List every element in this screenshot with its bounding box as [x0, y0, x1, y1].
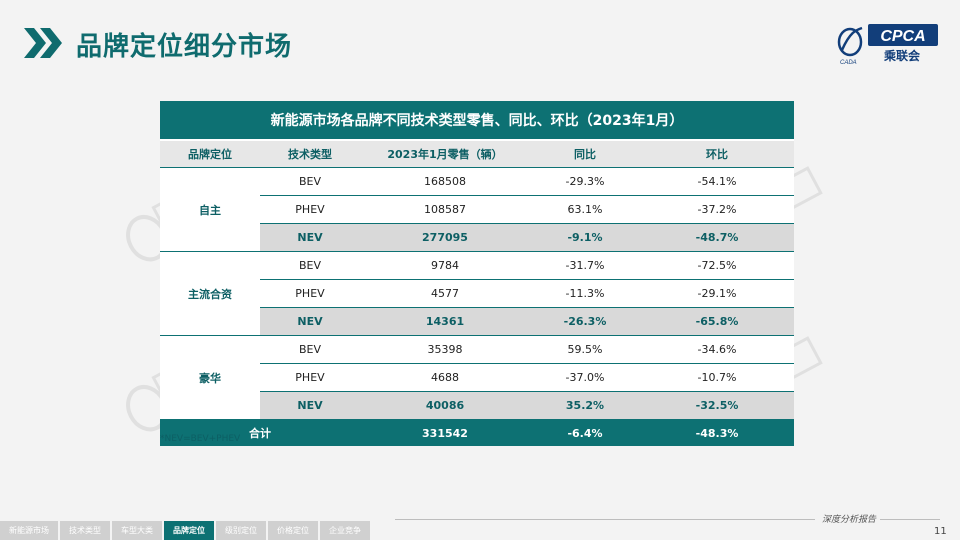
mom-cell: -29.1%: [640, 279, 795, 308]
retail-cell: 14361: [360, 307, 530, 336]
yoy-cell: 59.5%: [530, 335, 640, 364]
nav-tab-new-energy-market[interactable]: 新能源市场: [0, 521, 58, 540]
total-mom: -48.3%: [640, 419, 795, 446]
mom-cell: -32.5%: [640, 391, 795, 420]
logo-subtitle: 乘联会: [884, 49, 921, 63]
total-label: 合计: [160, 419, 360, 446]
yoy-cell: -37.0%: [530, 363, 640, 392]
type-cell: PHEV: [260, 363, 360, 392]
nav-tab-vehicle-category[interactable]: 车型大类: [112, 521, 162, 540]
mom-cell: -10.7%: [640, 363, 795, 392]
retail-cell: 108587: [360, 195, 530, 224]
retail-cell: 4688: [360, 363, 530, 392]
column-header: 2023年1月零售（辆）: [360, 140, 530, 168]
yoy-cell: 63.1%: [530, 195, 640, 224]
mom-cell: -37.2%: [640, 195, 795, 224]
retail-cell: 40086: [360, 391, 530, 420]
type-cell: NEV: [260, 391, 360, 420]
total-yoy: -6.4%: [530, 419, 640, 446]
type-cell: PHEV: [260, 195, 360, 224]
column-header: 环比: [640, 140, 795, 168]
section-nav: 新能源市场 技术类型 车型大类 品牌定位 级别定位 价格定位 企业竞争: [0, 521, 372, 540]
nav-tab-level-positioning[interactable]: 级别定位: [216, 521, 266, 540]
column-header: 技术类型: [260, 140, 360, 168]
retail-cell: 35398: [360, 335, 530, 364]
yoy-cell: -29.3%: [530, 167, 640, 196]
mom-cell: -34.6%: [640, 335, 795, 364]
page-number: 11: [934, 526, 947, 537]
cpca-logo-icon: CPCA CADA: [837, 24, 938, 66]
yoy-cell: -9.1%: [530, 223, 640, 252]
retail-table: 新能源市场各品牌不同技术类型零售、同比、环比（2023年1月） 品牌定位 技术类…: [160, 101, 795, 446]
table-row: 主流合资 BEV 9784 -31.7% -72.5%: [160, 251, 795, 336]
table-row: PHEV 4577 -11.3% -29.1%: [160, 279, 795, 308]
group-label: 豪华: [160, 335, 260, 420]
yoy-cell: -26.3%: [530, 307, 640, 336]
report-label: 深度分析报告: [822, 515, 877, 525]
type-cell: BEV: [260, 335, 360, 364]
table-caption: 新能源市场各品牌不同技术类型零售、同比、环比（2023年1月）: [160, 101, 795, 141]
retail-cell: 4577: [360, 279, 530, 308]
nav-tab-brand-positioning[interactable]: 品牌定位: [164, 521, 214, 540]
svg-text:CADA: CADA: [840, 60, 857, 66]
column-header: 品牌定位: [160, 140, 260, 168]
footer-divider: [880, 519, 940, 520]
nav-tab-tech-type[interactable]: 技术类型: [60, 521, 110, 540]
nav-tab-price-positioning[interactable]: 价格定位: [268, 521, 318, 540]
table-row-nev: NEV 277095 -9.1% -48.7%: [160, 223, 795, 252]
retail-cell: 9784: [360, 251, 530, 280]
nav-tab-company-competition[interactable]: 企业竞争: [320, 521, 370, 540]
type-cell: PHEV: [260, 279, 360, 308]
table-row: 自主 BEV 168508 -29.3% -54.1%: [160, 167, 795, 252]
table-row: PHEV 4688 -37.0% -10.7%: [160, 363, 795, 392]
table-row-nev: NEV 14361 -26.3% -65.8%: [160, 307, 795, 336]
type-cell: BEV: [260, 167, 360, 196]
table-row: 豪华 BEV 35398 59.5% -34.6%: [160, 335, 795, 420]
table-row-nev: NEV 40086 35.2% -32.5%: [160, 391, 795, 420]
svg-text:CPCA: CPCA: [880, 28, 925, 45]
group-label: 主流合资: [160, 251, 260, 336]
yoy-cell: 35.2%: [530, 391, 640, 420]
group-label: 自主: [160, 167, 260, 252]
table-header-row: 品牌定位 技术类型 2023年1月零售（辆） 同比 环比: [160, 140, 795, 168]
column-header: 同比: [530, 140, 640, 168]
page-title: 品牌定位细分市场: [76, 32, 293, 62]
type-cell: BEV: [260, 251, 360, 280]
mom-cell: -48.7%: [640, 223, 795, 252]
type-cell: NEV: [260, 223, 360, 252]
mom-cell: -72.5%: [640, 251, 795, 280]
retail-cell: 168508: [360, 167, 530, 196]
type-cell: NEV: [260, 307, 360, 336]
table-row: PHEV 108587 63.1% -37.2%: [160, 195, 795, 224]
yoy-cell: -11.3%: [530, 279, 640, 308]
retail-cell: 277095: [360, 223, 530, 252]
total-row: 合计 331542 -6.4% -48.3%: [160, 419, 795, 446]
yoy-cell: -31.7%: [530, 251, 640, 280]
mom-cell: -54.1%: [640, 167, 795, 196]
footnote: *NEV=BEV+PHEV: [160, 434, 241, 444]
mom-cell: -65.8%: [640, 307, 795, 336]
footer-divider: [395, 519, 815, 520]
total-retail: 331542: [360, 419, 530, 446]
chevron-double-icon: [24, 28, 62, 58]
